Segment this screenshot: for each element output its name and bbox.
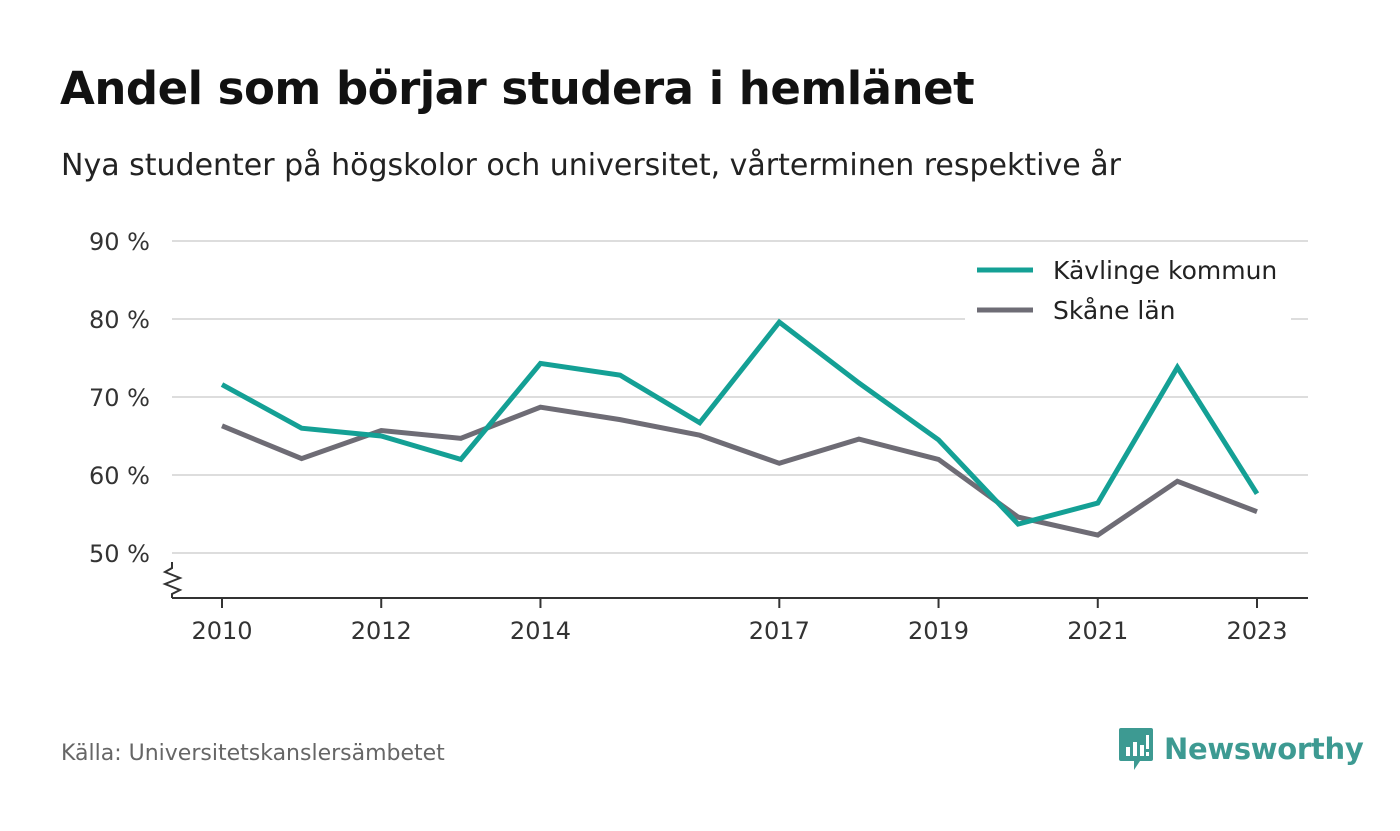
x-tick-label: 2010 — [191, 617, 252, 645]
y-axis-ticks: 50 % 60 % 70 % 80 % 90 % — [89, 228, 150, 568]
y-tick-label: 90 % — [89, 228, 150, 256]
y-tick-label: 60 % — [89, 462, 150, 490]
source-note: Källa: Universitetskanslersämbetet — [61, 741, 445, 766]
series-line — [221, 404, 1258, 538]
x-axis-ticks: 2010 2012 2014 2017 2019 2021 2023 — [191, 598, 1288, 645]
legend-label: Skåne län — [1053, 296, 1176, 325]
x-tick-label: 2014 — [510, 617, 571, 645]
chart-title: Andel som börjar studera i hemlänet — [60, 62, 975, 115]
x-tick-label: 2021 — [1067, 617, 1128, 645]
x-tick-label: 2012 — [351, 617, 412, 645]
y-tick-label: 80 % — [89, 306, 150, 334]
legend: Kävlinge kommun Skåne län — [965, 246, 1291, 325]
x-tick-label: 2023 — [1226, 617, 1287, 645]
brand-name: Newsworthy — [1164, 732, 1364, 766]
y-tick-label: 50 % — [89, 540, 150, 568]
axis-break-icon — [162, 562, 183, 598]
line-chart: 50 %60 %70 %80 %90 % 2010 2012 2014 2017 201… — [89, 228, 1308, 645]
legend-label: Kävlinge kommun — [1053, 256, 1277, 285]
series-line — [220, 318, 1260, 527]
x-axis — [162, 562, 1308, 599]
chart-subtitle: Nya studenter på högskolor och universit… — [61, 148, 1121, 183]
series-lines — [220, 318, 1260, 538]
newsworthy-logo-icon — [1119, 728, 1153, 770]
x-tick-label: 2017 — [749, 617, 810, 645]
x-tick-label: 2019 — [908, 617, 969, 645]
brand-logo: Newsworthy — [1118, 726, 1364, 772]
y-tick-label: 70 % — [89, 384, 150, 412]
